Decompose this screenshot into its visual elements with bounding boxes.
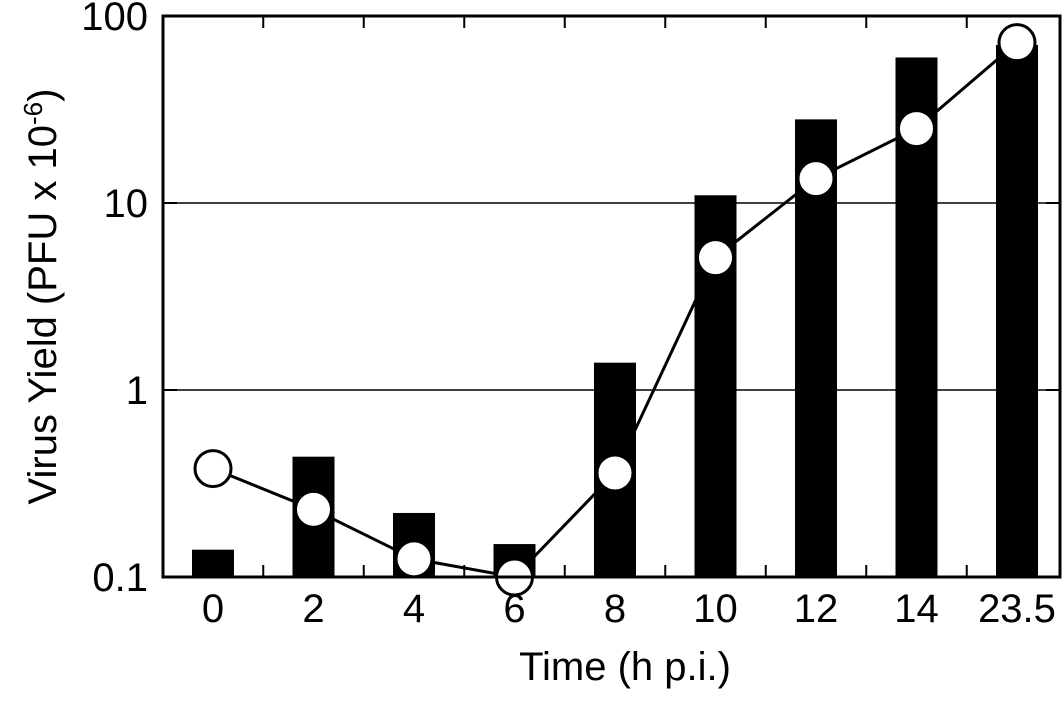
point-8: [595, 453, 635, 493]
xtick-label-8: 8: [604, 587, 626, 631]
point-10: [696, 238, 735, 278]
xtick-label-23.5: 23.5: [978, 587, 1056, 631]
point-4: [394, 539, 434, 579]
axis-ticks: [163, 15, 1060, 578]
ytick-label-100: 100: [81, 0, 148, 39]
x-axis-tick-labels: 0 2 4 6 8 10 12 14 23.5: [202, 587, 1056, 631]
y-axis-tick-labels: 0.1 1 10 100: [81, 0, 148, 600]
xtick-label-2: 2: [302, 587, 324, 631]
ytick-label-10: 10: [104, 182, 149, 226]
xtick-label-4: 4: [403, 587, 425, 631]
ytick-label-1: 1: [126, 369, 148, 413]
point-0: [193, 449, 233, 489]
y-axis-title-base: Virus Yield (PFU x 10: [21, 125, 65, 504]
bar-0: [192, 549, 234, 577]
bar-23.5: [996, 44, 1038, 577]
point-12: [796, 159, 836, 199]
x-axis-title: Time (h p.i.): [519, 645, 731, 689]
xtick-label-6: 6: [503, 587, 525, 631]
xtick-label-12: 12: [794, 587, 839, 631]
xtick-label-14: 14: [894, 587, 939, 631]
y-axis-title-exponent: -6: [18, 102, 48, 125]
point-14: [897, 109, 936, 149]
ytick-label-0.1: 0.1: [92, 556, 148, 600]
xtick-label-10: 10: [693, 587, 738, 631]
point-23.5: [997, 23, 1037, 63]
y-axis-title-close: ): [21, 89, 65, 102]
point-2: [294, 489, 333, 529]
xtick-label-0: 0: [202, 587, 224, 631]
plot-area-frame: [161, 14, 1062, 579]
y-axis-title: Virus Yield (PFU x 10-6): [18, 89, 65, 505]
